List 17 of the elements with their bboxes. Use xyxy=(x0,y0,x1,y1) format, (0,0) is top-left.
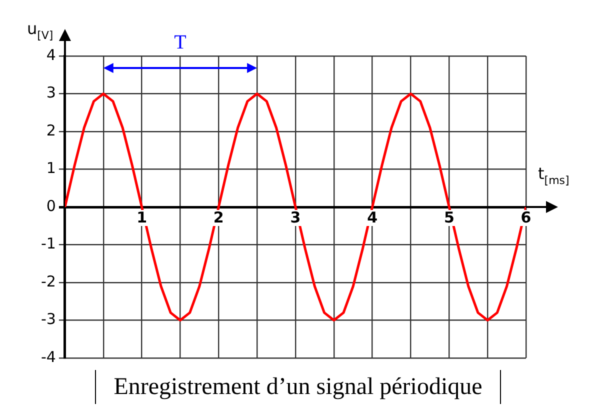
y-tick-label: 2 xyxy=(46,121,56,140)
text: T xyxy=(174,31,186,54)
x-tick-label: 6 xyxy=(520,208,532,226)
y-tick-label: 0 xyxy=(46,196,56,215)
y-tick-label: -3 xyxy=(40,310,56,328)
x-tick-label: 1 xyxy=(136,208,148,226)
x-tick-label: 2 xyxy=(213,208,224,226)
y-tick-label: 3 xyxy=(46,84,56,102)
y-tick-label: -1 xyxy=(40,234,56,253)
x-tick-label: 4 xyxy=(367,208,378,226)
x-tick-label: 5 xyxy=(444,208,454,226)
text: Enregistrement d’un signal périodique xyxy=(94,370,502,404)
y-tick-label: -2 xyxy=(40,272,56,290)
x-tick-label: 3 xyxy=(290,208,301,226)
y-tick-label: -4 xyxy=(40,348,56,366)
y-tick-label: 1 xyxy=(46,159,56,178)
y-tick-label: 4 xyxy=(46,46,56,64)
